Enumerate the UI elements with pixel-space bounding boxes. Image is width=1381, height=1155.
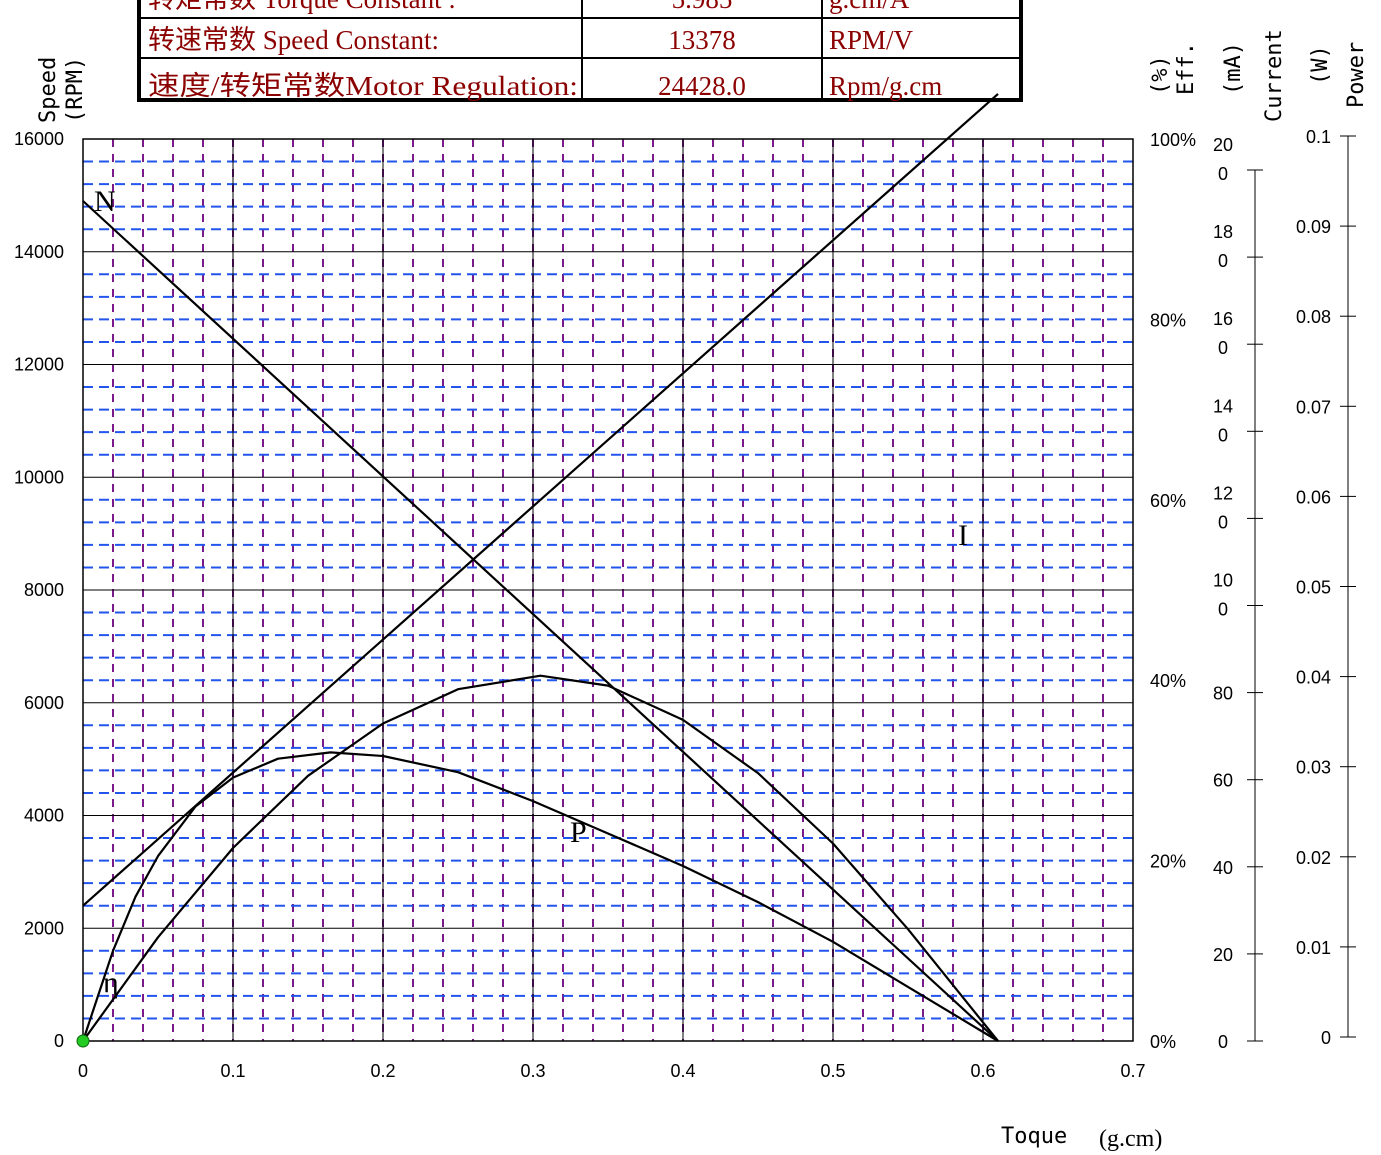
speed-tick-label: 2000 (24, 918, 64, 938)
spec-value-torque-constant: 5.985 (672, 0, 733, 14)
speed-tick-label: 4000 (24, 806, 64, 826)
spec-label-motor-regulation: 速度/转矩常数Motor Regulation: (148, 71, 578, 101)
eff-axis-title: Eff. (1174, 42, 1199, 95)
power-tick-label: 0.1 (1306, 127, 1331, 147)
x-tick-label: 0.3 (520, 1061, 545, 1081)
speed-axis-title: Speed (36, 57, 61, 123)
efficiency-curve-eta (81, 751, 999, 1042)
curve-label-n: N (94, 185, 116, 218)
current-tick-label: 0 (1218, 1032, 1228, 1052)
x-tick-label: 0.6 (970, 1061, 995, 1081)
spec-unit-speed-constant: RPM/V (829, 25, 914, 55)
x-axis-unit: (g.cm) (1099, 1126, 1162, 1152)
current-axis-title: Current (1262, 29, 1287, 122)
current-tick-label: 0 (1218, 164, 1228, 184)
power-axis-unit: (W) (1308, 45, 1333, 85)
origin-marker (76, 1034, 90, 1048)
plot-frame (82, 138, 1134, 1042)
curve-label-eta: η (103, 966, 119, 999)
speed-tick-label: 10000 (14, 467, 64, 487)
current-tick-label: 80 (1213, 684, 1233, 704)
spec-label-speed-constant: 转速常数 Speed Constant: (148, 25, 439, 55)
spec-table: 转矩常数 Torque Constant : 5.985 g.cm/A 转速常数… (137, 0, 1023, 102)
speed-tick-label: 0 (54, 1031, 64, 1051)
eff-tick-label: 20% (1150, 852, 1186, 872)
current-tick-label: 10 (1213, 571, 1233, 591)
power-axis-title: Power (1344, 42, 1369, 108)
power-tick-label: 0.06 (1296, 487, 1331, 507)
spec-label-torque-constant: 转矩常数 Torque Constant : (148, 0, 456, 14)
current-tick-label: 16 (1213, 309, 1233, 329)
x-tick-label: 0.2 (370, 1061, 395, 1081)
spec-unit-motor-regulation: Rpm/g.cm (829, 71, 942, 101)
power-tick-label: 0.09 (1296, 217, 1331, 237)
power-tick-label: 0.07 (1296, 397, 1331, 417)
power-tick-label: 0.02 (1296, 848, 1331, 868)
speed-tick-label: 16000 (14, 129, 64, 149)
power-tick-label: 0.05 (1296, 578, 1331, 598)
x-tick-label: 0.1 (220, 1061, 245, 1081)
spec-unit-torque-constant: g.cm/A (829, 0, 910, 14)
current-axis-unit: (mA) (1221, 42, 1246, 95)
power-tick-label: 0.01 (1296, 938, 1331, 958)
eff-tick-label: 40% (1150, 671, 1186, 691)
speed-tick-label: 6000 (24, 693, 64, 713)
current-tick-label: 14 (1213, 396, 1233, 416)
speed-tick-label: 8000 (24, 580, 64, 600)
power-curve-p (82, 674, 999, 1042)
curves (76, 93, 999, 1048)
x-axis-title: Toque (1001, 1124, 1067, 1149)
x-tick-label: 0.5 (820, 1061, 845, 1081)
eff-tick-label: 0% (1150, 1032, 1176, 1052)
eff-tick-label: 100% (1150, 130, 1196, 150)
spec-value-speed-constant: 13378 (668, 25, 736, 55)
power-tick-label: 0 (1321, 1028, 1331, 1048)
current-tick-label: 0 (1218, 600, 1228, 620)
current-tick-label: 0 (1218, 512, 1228, 532)
eff-tick-label: 80% (1150, 310, 1186, 330)
spec-table-frame (137, 0, 1023, 102)
current-tick-label: 20 (1213, 945, 1233, 965)
eff-axis-unit: (%) (1148, 55, 1173, 95)
speed-axis-unit: (RPM) (63, 57, 88, 123)
power-tick-label: 0.04 (1296, 668, 1331, 688)
x-tick-label: 0 (78, 1061, 88, 1081)
current-tick-label: 0 (1218, 251, 1228, 271)
speed-tick-label: 14000 (14, 242, 64, 262)
x-tick-label: 0.7 (1120, 1061, 1145, 1081)
current-tick-label: 18 (1213, 222, 1233, 242)
x-tick-label: 0.4 (670, 1061, 695, 1081)
current-tick-label: 0 (1218, 425, 1228, 445)
power-tick-label: 0.08 (1296, 307, 1331, 327)
curve-label-p: P (570, 816, 587, 849)
grid (83, 139, 1133, 1041)
curve-label-i: I (958, 519, 968, 552)
eff-tick-label: 60% (1150, 491, 1186, 511)
speed-curve-n (82, 200, 999, 1042)
current-tick-label: 20 (1213, 135, 1233, 155)
current-curve-i (82, 93, 999, 907)
power-tick-label: 0.03 (1296, 758, 1331, 778)
spec-value-motor-regulation: 24428.0 (658, 71, 746, 101)
speed-tick-label: 12000 (14, 355, 64, 375)
current-tick-label: 0 (1218, 338, 1228, 358)
current-tick-label: 60 (1213, 771, 1233, 791)
current-tick-label: 12 (1213, 483, 1233, 503)
current-tick-label: 40 (1213, 858, 1233, 878)
